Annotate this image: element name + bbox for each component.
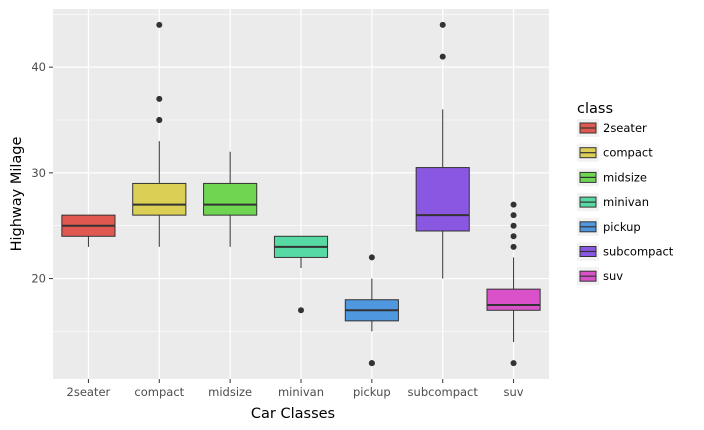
outlier-point [510, 222, 517, 229]
x-tick-label: suv [504, 385, 524, 399]
box-iqr [486, 288, 541, 311]
legend-label: minivan [603, 195, 649, 209]
legend-item-pickup: pickup [577, 217, 641, 236]
box-iqr [415, 167, 470, 232]
outlier-point [368, 360, 375, 367]
x-axis-title: Car Classes [251, 406, 335, 422]
outlier-point [439, 53, 446, 60]
outlier-point [368, 254, 375, 261]
x-tick-label: midsize [208, 385, 252, 399]
outlier-point [510, 243, 517, 250]
legend-label: subcompact [603, 245, 674, 259]
box-subcompact [415, 21, 470, 279]
legend-item-minivan: minivan [577, 193, 649, 212]
x-tick-label: 2seater [67, 385, 111, 399]
boxes [61, 21, 541, 367]
outlier-point [298, 307, 304, 314]
box-suv [486, 201, 541, 367]
outlier-point [156, 95, 163, 102]
y-tick-label: 40 [31, 60, 46, 74]
box-midsize [203, 151, 258, 247]
legend-item-suv: suv [577, 267, 623, 286]
box-pickup [344, 254, 399, 367]
x-tick-label: minivan [278, 385, 324, 399]
x-tick-label: pickup [353, 385, 391, 399]
box-minivan [273, 235, 329, 314]
y-axis-title: Highway Milage [9, 137, 25, 252]
y-tick-label: 20 [31, 272, 46, 286]
box-compact [132, 21, 187, 247]
outlier-point [156, 21, 163, 28]
legend-item-subcompact: subcompact [577, 242, 674, 261]
x-tick-label: compact [134, 385, 184, 399]
x-axis: 2seater compact midsize minivan pickup subcom… [67, 379, 524, 399]
outlier-point [439, 21, 446, 28]
legend: class 2seater compact midsize minivan pickup… [577, 101, 674, 286]
legend-label: compact [603, 146, 653, 160]
y-tick-label: 30 [31, 166, 46, 180]
y-axis: 20 30 40 [31, 60, 53, 286]
outlier-point [156, 117, 163, 123]
box-2seater [61, 214, 116, 247]
box-iqr [203, 182, 258, 216]
outlier-point [510, 201, 517, 208]
outlier-point [510, 212, 517, 219]
legend-item-midsize: midsize [577, 168, 647, 187]
legend-item-2seater: 2seater [577, 119, 647, 137]
outlier-point [510, 233, 517, 240]
legend-label: pickup [603, 220, 641, 234]
legend-label: suv [603, 269, 623, 283]
legend-label: midsize [603, 170, 647, 184]
legend-label: 2seater [603, 121, 647, 135]
legend-title: class [577, 101, 613, 117]
box-iqr [132, 182, 187, 216]
outlier-point [510, 360, 517, 367]
x-tick-label: subcompact [408, 385, 479, 399]
legend-item-compact: compact [577, 143, 653, 162]
